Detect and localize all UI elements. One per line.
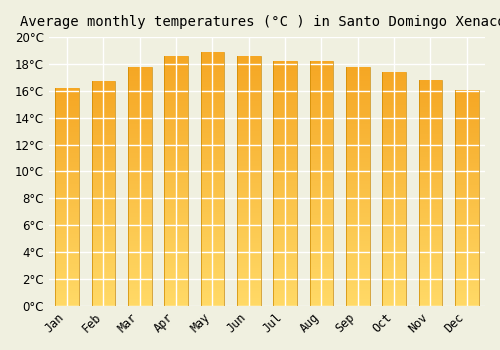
Title: Average monthly temperatures (°C ) in Santo Domingo Xenacoj: Average monthly temperatures (°C ) in Sa… bbox=[20, 15, 500, 29]
